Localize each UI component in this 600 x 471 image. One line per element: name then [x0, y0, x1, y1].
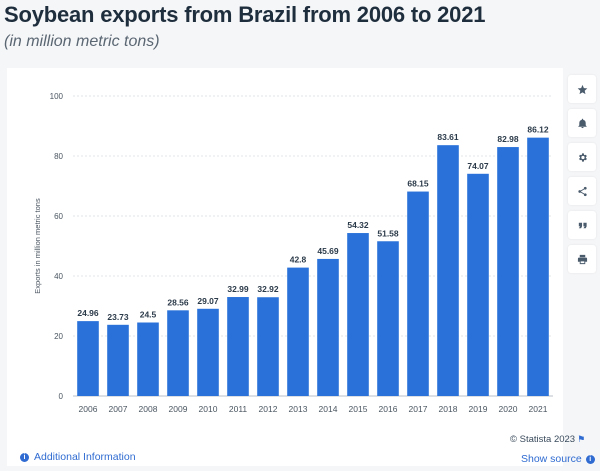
bar: [317, 258, 339, 396]
bar: [107, 324, 129, 396]
y-axis-label: Exports in million metric tons: [33, 198, 42, 294]
x-tick-label: 2011: [229, 404, 248, 414]
y-tick-label: 60: [54, 212, 63, 221]
data-label: 68.15: [407, 179, 429, 189]
data-label: 29.07: [197, 296, 219, 306]
print-button[interactable]: [568, 245, 596, 273]
x-tick-label: 2018: [439, 404, 458, 414]
info-icon: i: [585, 454, 595, 464]
bar-chart: 0 20 40 60 80 100 Exports in million metric to…: [33, 92, 553, 414]
additional-information-label: Additional Information: [34, 451, 136, 463]
data-label: 24.5: [140, 310, 157, 320]
bar: [377, 241, 399, 396]
credits-text: © Statista 2023: [510, 434, 576, 445]
additional-information-link[interactable]: i Additional Information: [20, 451, 136, 463]
data-label: 24.96: [77, 308, 99, 318]
bar: [437, 145, 459, 396]
bar: [77, 321, 99, 396]
bar: [227, 297, 249, 396]
flag-icon: ⚑: [577, 434, 586, 444]
data-label: 32.92: [257, 284, 279, 294]
page-title: Soybean exports from Brazil from 2006 to…: [4, 2, 486, 27]
y-tick-label: 40: [54, 272, 63, 281]
x-tick-label: 2021: [529, 404, 548, 414]
x-tick-label: 2014: [319, 404, 338, 414]
gear-icon: [578, 152, 587, 162]
statista-credits[interactable]: © Statista 2023 ⚑: [510, 434, 585, 445]
data-label: 23.73: [107, 312, 129, 322]
bar: [137, 322, 159, 396]
data-label: 45.69: [317, 246, 339, 256]
x-tick-label: 2007: [109, 404, 128, 414]
bar: [197, 308, 219, 396]
chart-card: 0 20 40 60 80 100 Exports in million metric to…: [7, 68, 563, 466]
quote-icon: [578, 222, 587, 228]
y-tick-label: 0: [59, 392, 64, 401]
y-tick-label: 80: [54, 152, 63, 161]
notification-button[interactable]: [568, 109, 596, 137]
data-label: 86.12: [527, 125, 549, 135]
data-label: 54.32: [347, 220, 369, 230]
bar: [467, 173, 489, 396]
x-tick-label: 2020: [499, 404, 518, 414]
star-icon: [577, 84, 587, 94]
share-button[interactable]: [568, 177, 596, 205]
cite-button[interactable]: [568, 211, 596, 239]
data-label: 83.61: [437, 132, 459, 142]
bar: [167, 310, 189, 396]
bar: [527, 137, 549, 396]
bar: [287, 267, 309, 396]
data-label: 32.99: [227, 284, 249, 294]
bar: [257, 297, 279, 396]
bar: [497, 147, 519, 396]
print-icon: [577, 254, 587, 264]
x-tick-label: 2015: [349, 404, 368, 414]
x-tick-label: 2019: [469, 404, 488, 414]
x-tick-label: 2010: [199, 404, 218, 414]
bar: [347, 233, 369, 396]
side-toolbar: [568, 75, 596, 279]
favorite-button[interactable]: [568, 75, 596, 103]
x-tick-label: 2009: [169, 404, 188, 414]
info-icon: i: [20, 452, 29, 462]
bell-icon: [577, 118, 587, 128]
x-tick-label: 2006: [79, 404, 98, 414]
share-icon: [577, 186, 587, 196]
x-tick-label: 2008: [139, 404, 158, 414]
settings-button[interactable]: [568, 143, 596, 171]
y-tick-label: 100: [50, 92, 64, 101]
x-tick-label: 2013: [289, 404, 308, 414]
y-tick-label: 20: [54, 332, 63, 341]
show-source-link[interactable]: Show source i: [521, 453, 595, 465]
x-tick-label: 2017: [409, 404, 428, 414]
x-tick-label: 2012: [259, 404, 278, 414]
data-label: 28.56: [167, 297, 189, 307]
bar: [407, 191, 429, 396]
x-tick-label: 2016: [379, 404, 398, 414]
page-subtitle: (in million metric tons): [4, 33, 160, 50]
data-label: 82.98: [497, 134, 519, 144]
data-label: 42.8: [290, 255, 307, 265]
show-source-label: Show source: [521, 453, 582, 465]
data-label: 74.07: [467, 161, 489, 171]
data-label: 51.58: [377, 228, 399, 238]
